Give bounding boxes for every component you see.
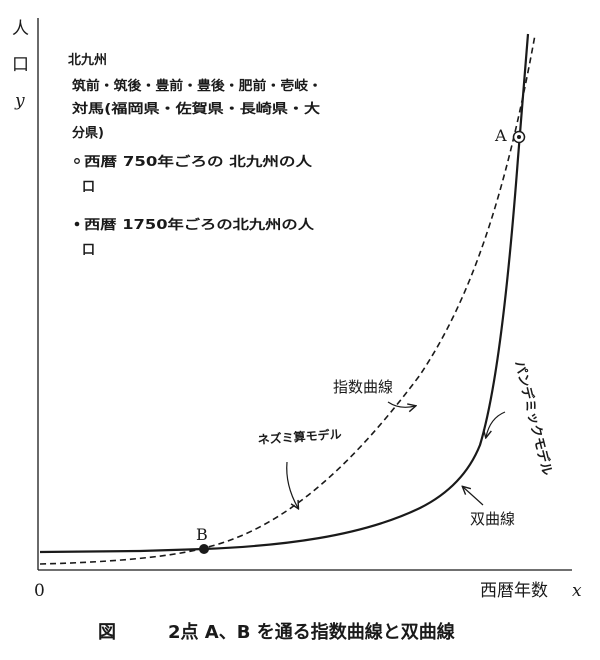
figure-caption-label: 図 bbox=[98, 622, 116, 643]
note-line-4: 分県) bbox=[72, 125, 104, 141]
exponential-curve-label: 指数曲線 bbox=[333, 378, 393, 396]
figure-caption-text: 2点 A、B を通る指数曲線と双曲線 bbox=[168, 621, 455, 643]
note-bullet-2-cont: 口 bbox=[82, 243, 95, 258]
note-bullet-1-cont: 口 bbox=[82, 180, 95, 195]
rat-model-arrow bbox=[286, 461, 298, 508]
hyperbolic-label-arrow bbox=[463, 487, 484, 506]
pandemic-model-arrow bbox=[486, 411, 506, 437]
exponential-curve bbox=[39, 34, 536, 565]
x-axis-variable: x bbox=[572, 581, 582, 601]
y-axis-variable: y bbox=[14, 91, 25, 111]
y-axis-title-char1: 人 bbox=[12, 19, 29, 39]
hyperbolic-curve-label: 双曲線 bbox=[470, 510, 515, 528]
point-a-center bbox=[517, 135, 521, 139]
y-axis-title-char2: 口 bbox=[12, 55, 29, 75]
x-axis-title: 西暦年数 bbox=[480, 581, 548, 601]
exponential-label-arrow bbox=[387, 401, 415, 407]
bullet-dot bbox=[74, 158, 80, 164]
point-b-marker bbox=[199, 544, 209, 554]
note-bullet-2: 西暦 1750年ごろの北九州の人 bbox=[84, 217, 315, 233]
point-b-label: B bbox=[196, 525, 208, 544]
origin-label: 0 bbox=[34, 581, 45, 601]
note-line-2: 筑前・筑後・豊前・豊後・肥前・壱岐・ bbox=[72, 78, 322, 94]
point-a-label: A bbox=[494, 126, 507, 145]
bullet-dot bbox=[74, 221, 80, 227]
note-bullet-1: 西暦 750年ごろの 北九州の人 bbox=[84, 154, 313, 170]
rat-model-label: ネズミ算モデル bbox=[257, 426, 342, 447]
note-line-1: 北九州 bbox=[68, 53, 107, 68]
pandemic-model-label: パンデミックモデル bbox=[511, 359, 555, 477]
note-line-3: 対馬(福岡県・佐賀県・長崎県・大 bbox=[71, 101, 320, 117]
